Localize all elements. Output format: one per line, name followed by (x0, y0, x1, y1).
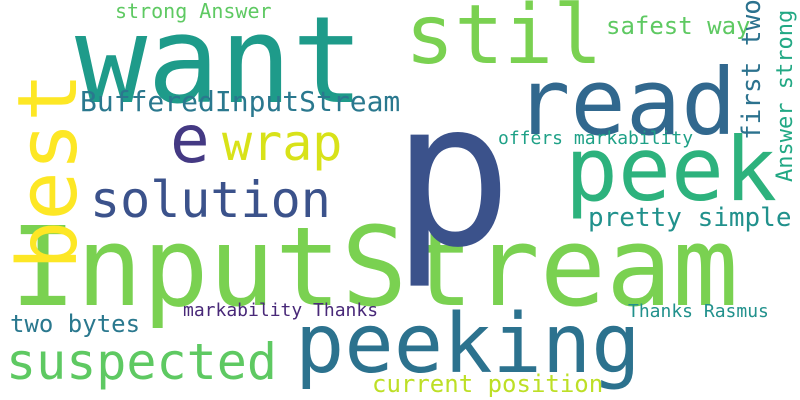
word-want: want (75, 0, 364, 131)
word-e: e (170, 101, 210, 178)
word-suspected: suspected (6, 333, 277, 391)
word-strong-answer: strong Answer (115, 0, 272, 23)
word-markability-thanks: markability Thanks (183, 300, 379, 321)
word-offers-markability: offers markability (498, 128, 694, 149)
word-current-position: current position (372, 370, 604, 398)
word-peeking: peeking (295, 297, 641, 392)
word-inputstream: InputStream (10, 203, 739, 331)
word-two-bytes: two bytes (10, 310, 141, 338)
word-answer-strong: Answer strong (773, 9, 798, 182)
word-bufferedinputstream: BufferedInputStream (80, 85, 401, 118)
word-pretty-simple: pretty simple (588, 203, 792, 233)
word-p: p (392, 59, 513, 292)
word-wrap: wrap (222, 114, 343, 172)
word-safest-way: safest way (606, 12, 751, 40)
word-first-two: first two (737, 0, 767, 140)
word-best: best (1, 72, 96, 270)
word-thanks-rasmus: Thanks Rasmus (628, 301, 769, 322)
word-read: read (515, 49, 737, 156)
word-stil: stil (405, 0, 603, 83)
word-solution: solution (90, 171, 331, 229)
word-peek: peek (565, 118, 777, 221)
